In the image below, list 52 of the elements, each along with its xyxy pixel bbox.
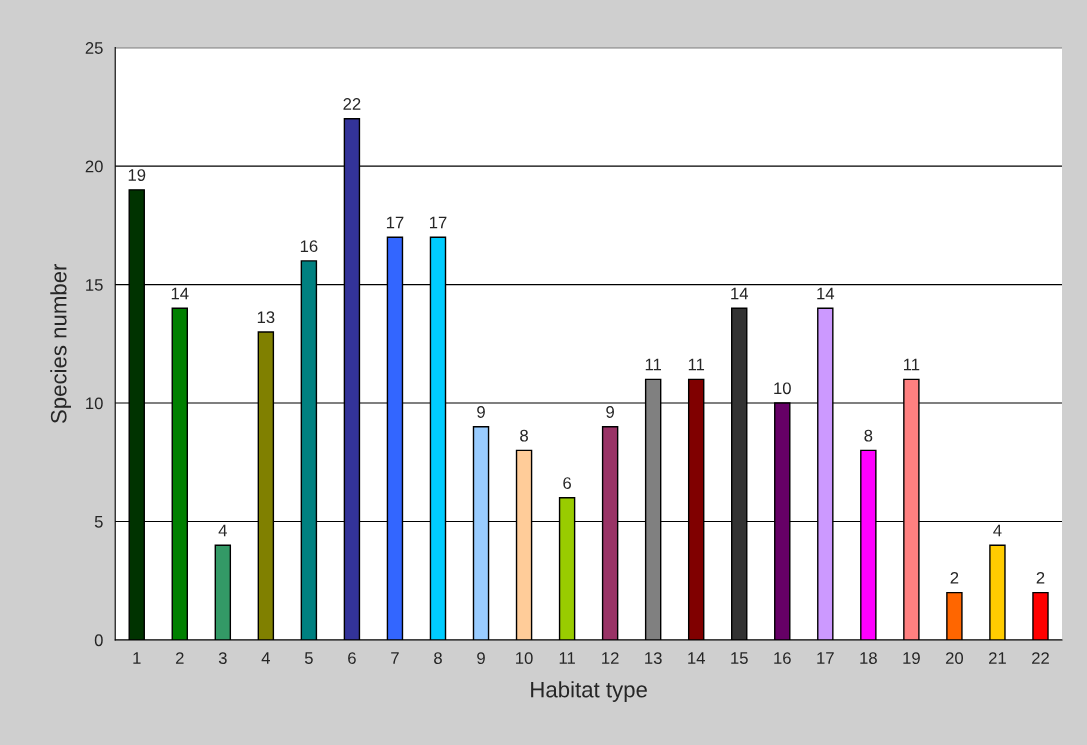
x-tick-label: 19 xyxy=(903,652,920,664)
data-label: 8 xyxy=(520,429,528,442)
data-label: 10 xyxy=(774,382,791,395)
x-tick-label: 3 xyxy=(218,652,227,664)
x-tick-label: 11 xyxy=(559,652,575,664)
data-label: 13 xyxy=(257,311,275,324)
x-tick-label: 15 xyxy=(731,652,748,664)
data-label: 22 xyxy=(343,98,361,110)
data-label: 14 xyxy=(817,287,835,300)
data-label: 2 xyxy=(1036,571,1045,584)
data-label: 16 xyxy=(300,240,318,253)
x-tick-label: 13 xyxy=(645,652,662,664)
x-axis-title: Habitat type xyxy=(531,681,647,702)
x-tick-label: 22 xyxy=(1032,652,1049,664)
x-tick-label: 9 xyxy=(477,652,485,664)
x-tick-label: 21 xyxy=(989,652,1006,664)
data-label: 11 xyxy=(645,358,662,371)
data-label: 14 xyxy=(171,287,189,300)
x-tick-label: 6 xyxy=(348,652,356,664)
y-tick-label: 25 xyxy=(85,42,103,54)
data-label: 11 xyxy=(688,358,705,371)
x-tick-label: 5 xyxy=(304,652,313,664)
data-label: 9 xyxy=(606,406,614,418)
x-tick-label: 14 xyxy=(688,652,705,664)
x-tick-label: 12 xyxy=(602,652,619,664)
data-label: 6 xyxy=(563,477,571,489)
data-label: 4 xyxy=(218,524,227,537)
y-tick-label: 15 xyxy=(86,279,103,291)
data-label: 8 xyxy=(864,429,873,442)
y-tick-label: 20 xyxy=(85,160,103,173)
x-tick-label: 4 xyxy=(261,652,270,664)
data-label: 17 xyxy=(429,216,447,229)
x-tick-label: 16 xyxy=(774,652,791,664)
x-tick-label: 17 xyxy=(817,652,834,664)
data-label: 11 xyxy=(903,358,920,371)
data-label: 4 xyxy=(993,524,1002,537)
x-tick-label: 1 xyxy=(133,652,141,664)
y-tick-label: 0 xyxy=(94,634,103,647)
data-label: 2 xyxy=(950,571,959,584)
data-label: 17 xyxy=(386,216,404,229)
data-label: 19 xyxy=(128,169,146,181)
x-tick-label: 18 xyxy=(860,652,877,664)
data-label: 9 xyxy=(477,406,485,418)
x-tick-label: 7 xyxy=(391,652,399,664)
y-tick-label: 10 xyxy=(86,397,103,410)
data-label: 14 xyxy=(731,287,749,300)
y-tick-label: 5 xyxy=(94,516,103,528)
x-tick-label: 10 xyxy=(516,652,533,664)
x-tick-label: 8 xyxy=(434,652,442,664)
x-tick-label: 2 xyxy=(175,652,184,664)
y-axis-title: Species number xyxy=(50,263,71,424)
x-tick-label: 20 xyxy=(945,652,964,664)
